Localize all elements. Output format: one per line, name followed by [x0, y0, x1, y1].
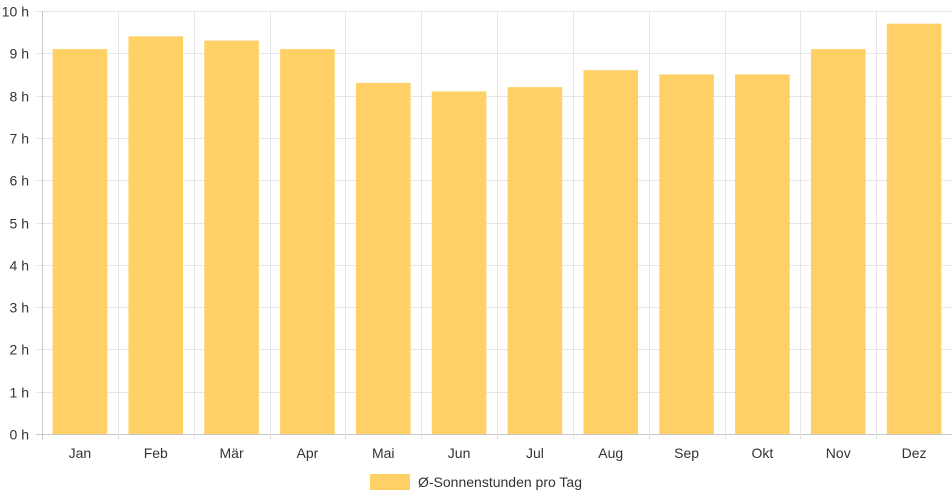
y-tick-label: 5 h [10, 216, 29, 232]
bar [886, 23, 942, 434]
bar [507, 87, 563, 434]
y-tick-label: 2 h [10, 342, 29, 358]
x-tick-label: Jan [69, 445, 92, 461]
bar [280, 49, 335, 434]
y-tick-label: 3 h [10, 300, 29, 316]
legend: Ø-Sonnenstunden pro Tag [370, 474, 582, 490]
x-tick-label: Sep [674, 445, 699, 461]
y-tick-label: 6 h [10, 173, 29, 189]
bar [52, 49, 108, 434]
x-tick-label: Mai [372, 445, 395, 461]
legend-swatch [370, 474, 410, 490]
x-tick-label: Jun [448, 445, 471, 461]
x-tick-label: Aug [598, 445, 623, 461]
legend-label: Ø-Sonnenstunden pro Tag [418, 474, 582, 490]
bar [735, 74, 790, 434]
y-tick-label: 0 h [10, 427, 29, 443]
x-tick-label: Nov [826, 445, 851, 461]
x-tick-label: Feb [144, 445, 168, 461]
y-tick-label: 10 h [2, 4, 29, 20]
bar [128, 36, 184, 434]
bar [659, 74, 714, 434]
x-tick-label: Jul [526, 445, 544, 461]
y-tick-label: 9 h [10, 46, 29, 62]
bar [583, 70, 639, 434]
x-tick-label: Okt [752, 445, 774, 461]
y-tick-label: 1 h [10, 385, 29, 401]
bar [810, 49, 866, 434]
bar [431, 91, 487, 435]
x-tick-label: Apr [297, 445, 319, 461]
y-tick-label: 4 h [10, 258, 29, 274]
bar [204, 40, 259, 435]
y-tick-label: 7 h [10, 131, 29, 147]
bar [355, 82, 411, 434]
x-tick-label: Mär [220, 445, 244, 461]
bars [52, 23, 942, 435]
x-tick-label: Dez [902, 445, 927, 461]
axes: 0 h 1 h 2 h 3 h 4 h 5 h 6 h 7 h 8 h 9 h 10 h Jan Feb… [2, 4, 927, 462]
grid-lines [36, 11, 952, 440]
y-tick-label: 8 h [10, 89, 29, 105]
